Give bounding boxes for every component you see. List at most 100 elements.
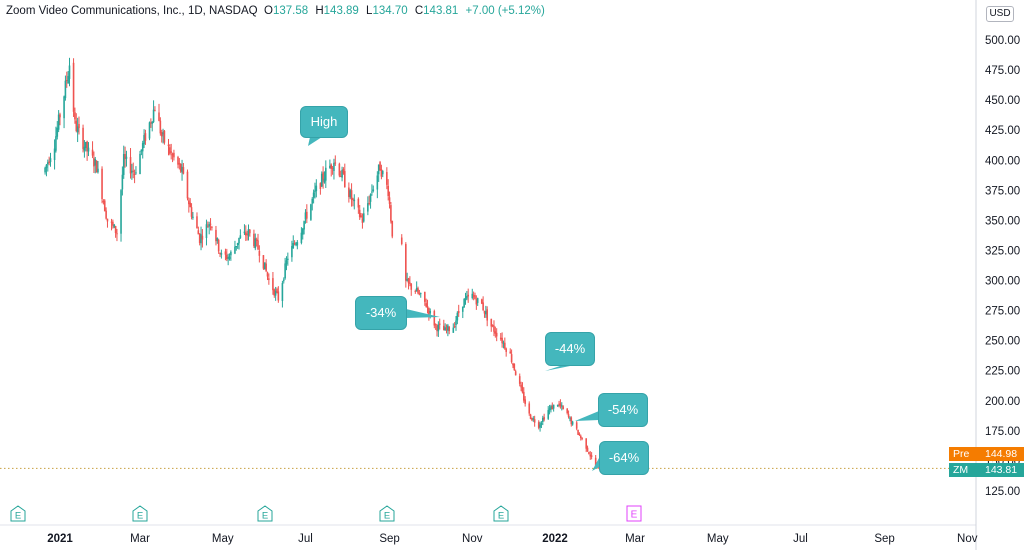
candle-body [438,323,441,325]
currency-button[interactable]: USD [986,6,1014,22]
candle [207,221,209,228]
candle-body [466,295,468,299]
candle [140,149,143,156]
candle [319,182,322,195]
upcoming-earnings-icon[interactable]: E [626,505,642,522]
earnings-badge-shape: E [10,505,26,522]
candle-body [135,172,137,174]
candle [589,451,592,460]
candle [350,183,353,207]
earnings-icon[interactable]: E [493,505,509,522]
candle-body [173,152,175,158]
candle-body [333,162,335,172]
candle-body [230,251,232,256]
candle-body [434,324,437,326]
candle-body [566,408,569,414]
candle-body [505,348,507,352]
candle [249,229,251,237]
earnings-badge-letter: E [262,511,268,522]
candle-body [532,418,535,420]
candle [358,204,361,220]
candle-body [78,123,80,129]
x-tick-label: Mar [625,533,645,545]
candle [590,452,593,460]
candle-body [306,211,308,219]
candle [311,197,314,211]
candle [76,117,79,143]
premarket-value: 144.98 [981,447,1024,461]
candle-body [418,293,421,295]
candle [301,227,304,240]
candle [323,171,326,184]
candle [390,202,392,224]
candle [102,199,105,205]
x-tick-label: Mar [130,533,150,545]
candle [282,277,285,284]
candle-body [284,263,286,279]
candle [381,170,384,178]
candle [188,197,190,213]
candle-body [342,169,345,174]
candle-body [360,215,362,218]
candle-body [291,246,293,258]
candle [480,298,483,305]
candle [103,199,106,212]
earnings-badge-shape: E [379,505,395,522]
candle [543,413,545,422]
candle-body [325,167,327,181]
candle [226,248,228,262]
candle-body [578,433,581,436]
legend-close-label: C [414,5,424,17]
candle [578,432,581,437]
candle [133,169,136,184]
candle-body [541,417,544,422]
candle [284,257,286,280]
candle-body [282,279,285,282]
candle-body [539,424,541,428]
candle-body [53,148,56,161]
candle-body [243,231,246,234]
candle [453,322,456,329]
candle-body [379,162,381,171]
candle [579,434,582,441]
candle [360,212,362,219]
candle-body [388,197,391,204]
candle-body [239,235,242,239]
candle-body [543,417,545,420]
candle [388,191,391,209]
symbol-legend: Zoom Video Communications, Inc., 1D, NAS… [6,5,545,17]
earnings-icon[interactable]: E [10,505,26,522]
earnings-icon[interactable]: E [257,505,273,522]
candle [361,213,364,229]
candle [325,160,327,189]
earnings-icon[interactable]: E [379,505,395,522]
candle-body [380,169,383,177]
legend-low: 134.70 [372,5,408,17]
candle-body [314,190,316,193]
candle-body [495,332,498,337]
candle-body [426,305,429,308]
candle [533,415,536,427]
candle-body [86,141,88,152]
callout-high: High [300,106,348,138]
candle [425,298,427,308]
candle-body [357,198,360,208]
earnings-icon[interactable]: E [132,505,148,522]
candle-body [84,141,87,149]
candle [234,240,236,255]
candle [86,140,88,161]
candle [186,169,189,201]
candle-body [49,158,52,163]
candle-body [575,422,578,429]
y-tick-label: 275.00 [985,306,1020,318]
candle [217,238,220,254]
candle-body [129,157,132,174]
candle [333,158,335,180]
candle [72,58,75,117]
candle-body [93,158,95,167]
candle-body [371,191,373,193]
candle-body [480,299,483,304]
candle-body [163,130,166,143]
candle-body [227,257,229,259]
